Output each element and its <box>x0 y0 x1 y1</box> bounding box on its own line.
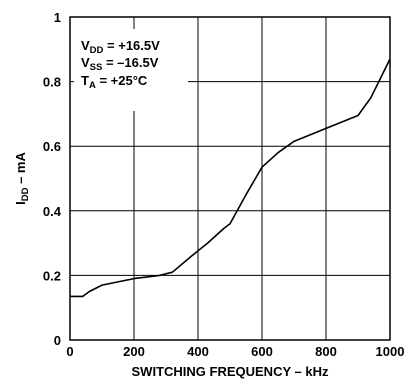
annotation-symbol: T <box>81 73 89 88</box>
x-tick-label: 800 <box>315 344 337 359</box>
annotation-subscript: A <box>89 80 96 91</box>
annotation-line: VDD = +16.5V <box>81 38 160 56</box>
annotation-value: = +25°C <box>96 73 148 88</box>
annotation-value: = –16.5V <box>102 55 158 70</box>
y-tick-label: 1 <box>54 10 61 25</box>
series-layer <box>70 58 391 298</box>
y-axis-title-main: I <box>13 201 28 205</box>
y-tick-label: 0.8 <box>43 75 61 90</box>
plot-frame <box>69 16 391 341</box>
y-tick-label: 0.2 <box>43 268 61 283</box>
series-line-0 <box>70 58 391 298</box>
annotation-line: TA = +25°C <box>81 73 148 91</box>
y-tick-label: 0.6 <box>43 139 61 154</box>
annotation-symbol: V <box>81 55 90 70</box>
y-tick-label: 0.4 <box>43 204 62 219</box>
annotation-subscript: SS <box>90 62 103 73</box>
x-tick-label: 1000 <box>376 344 405 359</box>
annotation-line: VSS = –16.5V <box>81 55 159 73</box>
y-tick-labels: 0 0.2 0.4 0.6 0.8 1 <box>43 10 62 348</box>
x-tick-label: 200 <box>123 344 145 359</box>
x-tick-label: 600 <box>251 344 273 359</box>
y-axis-title-rest: – mA <box>13 152 28 188</box>
annotation-value: = +16.5V <box>103 38 160 53</box>
y-axis-title-sub: DD <box>20 187 31 201</box>
y-axis-title: IDD – mA <box>13 152 31 205</box>
x-axis-title: SWITCHING FREQUENCY – kHz <box>132 364 329 379</box>
grid <box>70 17 390 340</box>
x-tick-labels: 0 200 400 600 800 1000 <box>66 344 404 359</box>
annotation-background <box>74 29 188 111</box>
x-tick-label: 400 <box>187 344 209 359</box>
annotation-symbol: V <box>81 38 90 53</box>
x-tick-label: 0 <box>66 344 73 359</box>
y-tick-label: 0 <box>54 333 61 348</box>
annotation-subscript: DD <box>90 45 104 56</box>
